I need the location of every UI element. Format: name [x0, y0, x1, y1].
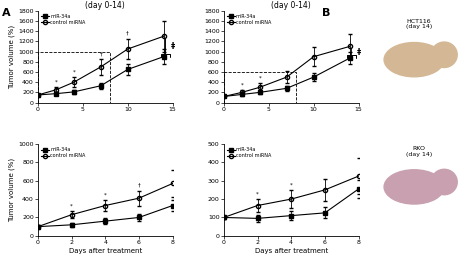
- Text: HCT116
(day 14): HCT116 (day 14): [406, 18, 432, 29]
- Text: RKO
(day 14): RKO (day 14): [406, 146, 432, 157]
- Text: †: †: [137, 183, 140, 188]
- Text: *: *: [70, 203, 73, 208]
- Y-axis label: Tumor volume (%): Tumor volume (%): [9, 25, 15, 89]
- Y-axis label: Tumor volume (%): Tumor volume (%): [9, 158, 16, 222]
- Legend: miR-34a, control miRNA: miR-34a, control miRNA: [226, 13, 273, 26]
- Text: *: *: [55, 80, 57, 84]
- Text: 34a: 34a: [375, 91, 387, 96]
- Text: ‡: ‡: [357, 48, 361, 57]
- Legend: miR-34a, control miRNA: miR-34a, control miRNA: [40, 146, 86, 159]
- Circle shape: [431, 42, 457, 68]
- X-axis label: Days after treatment: Days after treatment: [69, 248, 142, 254]
- Title: HCT 116
(day 0-14): HCT 116 (day 0-14): [85, 0, 125, 10]
- Text: *: *: [73, 69, 75, 74]
- Text: cont: cont: [447, 91, 461, 96]
- Text: A: A: [2, 8, 11, 18]
- Text: cont: cont: [447, 219, 461, 224]
- Text: *: *: [258, 76, 261, 80]
- Text: †: †: [127, 31, 129, 36]
- Text: ‡: ‡: [171, 42, 175, 51]
- Text: †: †: [100, 51, 102, 57]
- Ellipse shape: [384, 170, 444, 204]
- Text: 34a: 34a: [375, 219, 387, 224]
- Text: *: *: [256, 191, 259, 196]
- Title: RKO
(day 0-14): RKO (day 0-14): [271, 0, 311, 10]
- Text: *: *: [104, 192, 107, 197]
- Text: *: *: [240, 83, 243, 88]
- Legend: miR-34a, control miRNA: miR-34a, control miRNA: [40, 13, 86, 26]
- Circle shape: [431, 169, 457, 195]
- Legend: miR-34a, control miRNA: miR-34a, control miRNA: [226, 146, 273, 159]
- Text: B: B: [322, 8, 331, 18]
- Text: *: *: [290, 182, 292, 187]
- Ellipse shape: [384, 43, 444, 77]
- X-axis label: Days after treatment: Days after treatment: [255, 248, 328, 254]
